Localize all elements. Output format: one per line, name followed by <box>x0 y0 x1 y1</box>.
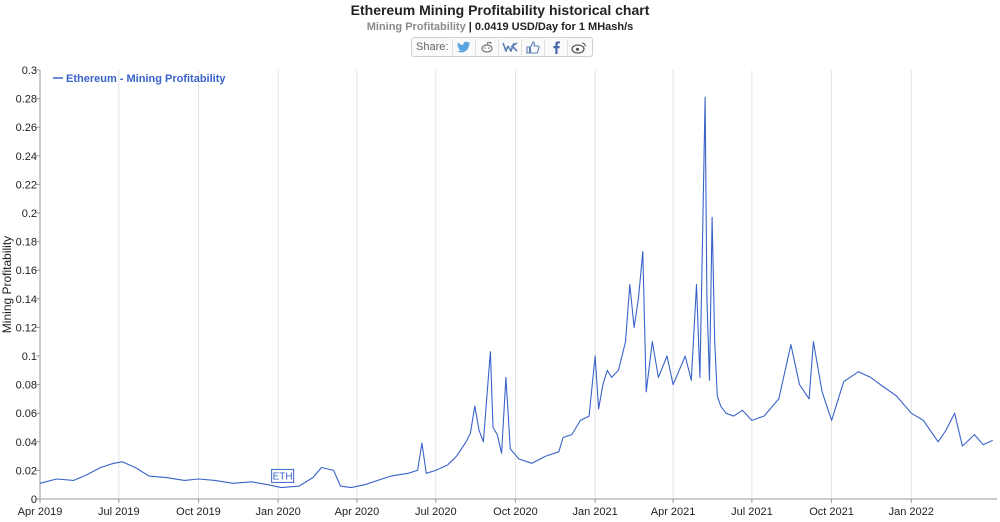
page-subtitle: Mining Profitability | 0.0419 USD/Day fo… <box>0 21 1000 33</box>
vk-icon[interactable] <box>498 39 521 55</box>
y-tick-label: 0.18 <box>16 237 37 249</box>
x-tick-label: Apr 2020 <box>335 506 380 517</box>
y-tick-label: 0.08 <box>16 380 37 392</box>
y-tick-label: 0.1 <box>22 351 37 363</box>
annotation-box <box>271 468 295 483</box>
y-tick-label: 0.3 <box>22 65 37 77</box>
x-tick-label: Oct 2019 <box>176 506 221 517</box>
reddit-icon[interactable] <box>475 39 498 55</box>
y-tick-label: 0 <box>31 494 37 506</box>
twitter-icon[interactable] <box>452 39 475 55</box>
y-tick-label: 0.04 <box>16 437 37 449</box>
x-tick-label: Jul 2021 <box>731 506 773 517</box>
share-label: Share: <box>416 41 449 53</box>
y-tick-label: 0.24 <box>16 151 37 163</box>
x-tick-label: Apr 2021 <box>651 506 696 517</box>
x-tick-label: Oct 2020 <box>493 506 538 517</box>
subtitle-separator: | <box>468 21 472 33</box>
y-tick-label: 0.22 <box>16 179 37 191</box>
annotation-eth: ETH <box>273 471 293 482</box>
y-tick-label: 0.2 <box>22 208 37 220</box>
y-tick-label: 0.28 <box>16 94 37 106</box>
subtitle-metric: Mining Profitability <box>366 21 466 33</box>
page-title: Ethereum Mining Profitability historical… <box>350 2 650 18</box>
x-tick-label: Jan 2021 <box>573 506 618 517</box>
x-tick-label: Jan 2022 <box>889 506 934 517</box>
x-tick-label: Oct 2021 <box>809 506 854 517</box>
y-tick-label: 0.02 <box>16 465 37 477</box>
x-tick-label: Jul 2020 <box>415 506 457 517</box>
series-line-ethereum <box>39 96 993 489</box>
y-tick-label: 0.14 <box>16 294 37 306</box>
y-tick-label: 0.06 <box>16 408 37 420</box>
legend-label: Ethereum - Mining Profitability <box>66 73 226 85</box>
like-icon[interactable] <box>521 39 544 55</box>
subtitle-value: 0.0419 USD/Day for 1 MHash/s <box>474 21 634 33</box>
share-bar: Share: <box>411 37 594 57</box>
x-tick-label: Jan 2020 <box>256 506 301 517</box>
facebook-icon[interactable] <box>544 39 567 55</box>
weibo-icon[interactable] <box>567 39 590 55</box>
y-tick-label: 0.26 <box>16 122 37 134</box>
x-tick-label: Jul 2019 <box>98 506 140 517</box>
y-tick-label: 0.16 <box>16 265 37 277</box>
y-axis-label: Mining Profitability <box>0 236 14 333</box>
x-tick-label: Apr 2019 <box>18 506 63 517</box>
y-tick-label: 0.12 <box>16 322 37 334</box>
